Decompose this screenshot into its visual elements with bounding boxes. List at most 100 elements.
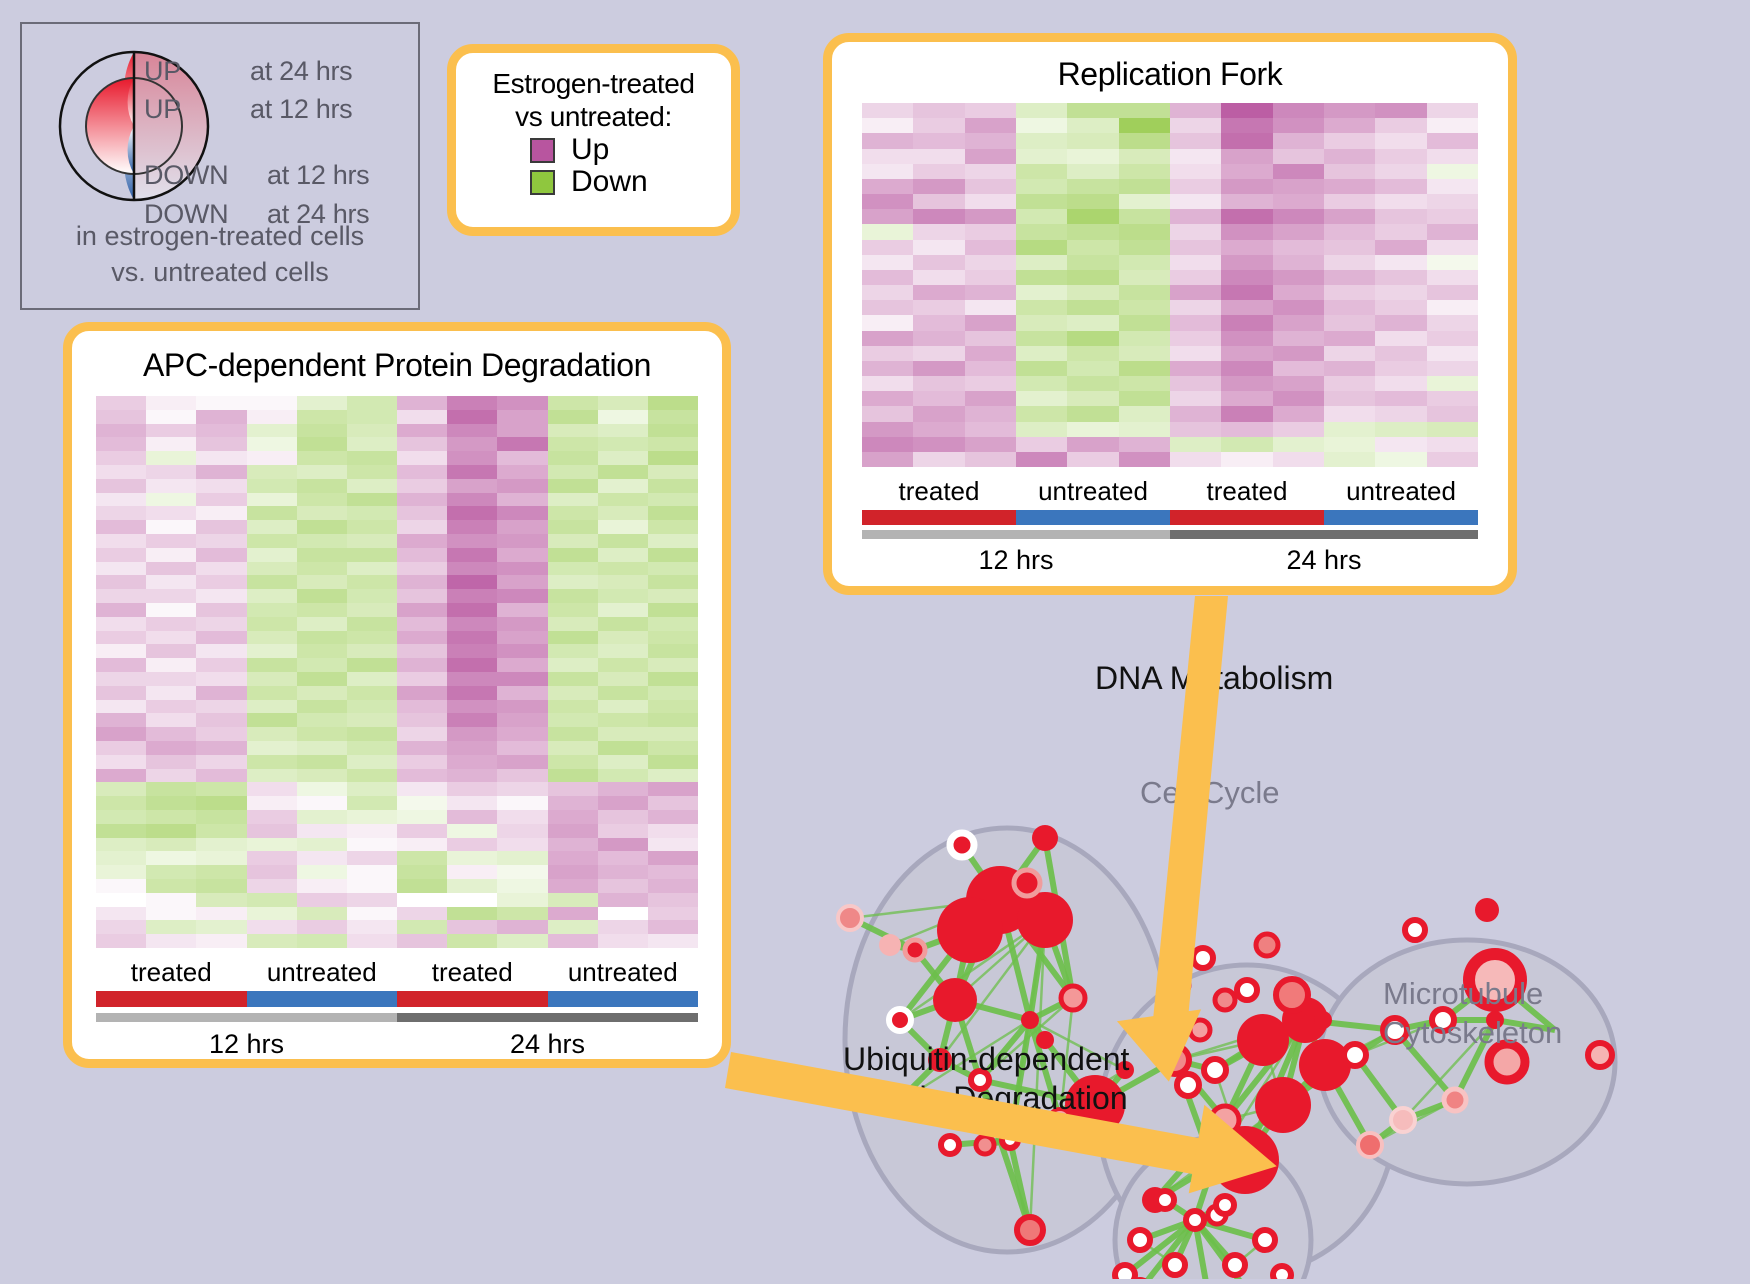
heatmap-cell [146,685,197,700]
heatmap-cell [296,713,347,728]
heatmap-cell [296,796,347,810]
heatmap-cell [1323,103,1376,119]
heatmap-cell [1015,178,1068,194]
heatmap-cell [246,685,297,700]
heatmap-cell [647,575,698,590]
network-node [1585,1040,1615,1070]
heatmap-cell [1169,421,1222,437]
heatmap-cell [1272,285,1324,301]
heatmap-cell [1169,239,1222,255]
heatmap-cell [296,520,347,534]
legend-swatch-up [530,137,555,163]
heatmap-cell [146,851,197,866]
heatmap-cell [196,520,247,534]
heatmap-cell [296,589,347,603]
heatmap-cell [964,133,1016,149]
heatmap-cell [1221,209,1273,225]
network-node [1213,1193,1237,1217]
heatmap-cell [497,920,548,935]
heatmap-cell [597,547,648,562]
heatmap-cell [196,727,247,741]
network-node [1201,1056,1229,1084]
heatmap-cell [196,575,247,590]
network-node [902,937,928,963]
heatmap-cell [397,644,448,659]
heatmap-cell [196,906,247,921]
network-node [1253,931,1281,959]
heatmap-cell [296,423,347,438]
network-node [1314,1011,1332,1029]
heatmap-cell [96,672,147,686]
heatmap-cell [296,810,347,824]
heatmap-cell [1221,285,1273,301]
heatmap-cell [964,345,1016,361]
heatmap-cell [597,575,648,590]
heatmap-cell [1015,239,1068,255]
heatmap-cell [647,478,698,493]
heatmap-cell [964,285,1016,301]
heatmap-cell [196,465,247,479]
heatmap-cell [447,754,498,769]
heatmap-cell [547,520,598,534]
heatmap-cell [246,768,297,783]
heatmap-cell [547,575,598,590]
heatmap-cell [547,837,598,852]
heatmap-cell [1015,209,1068,225]
heatmap-cell [196,492,247,507]
network-node [1429,1006,1457,1034]
heatmap-cell [146,616,197,631]
network-node [836,904,864,932]
heatmap-cell [597,920,648,935]
heatmap-cell [647,506,698,521]
heatmap-cell [1067,436,1119,452]
condition-bar-untreated [1016,510,1170,525]
heatmap-cell [1323,148,1376,164]
heatmap-cell [547,409,598,424]
heatmap-cell [447,699,498,714]
heatmap-cell [1323,300,1376,316]
heatmap-cell [146,906,197,921]
heatmap-cell [497,616,548,631]
heatmap-cell [1169,254,1222,270]
heatmap-cell [547,589,598,603]
legend-label-down: Down [571,165,648,199]
heatmap-cell [1426,118,1478,134]
heatmap-cell [497,699,548,714]
heatmap-cell [146,768,197,783]
heatmap-cell [397,713,448,728]
heatmap-cell [96,506,147,521]
heatmap-cell [447,865,498,879]
heatmap-cell [1221,451,1273,467]
heatmap-cell [547,506,598,521]
heatmap-cell [346,575,397,590]
network-node [1014,1214,1046,1246]
heatmap-cell [1169,376,1222,392]
heatmap-cell [597,892,648,907]
network-node [1380,1015,1410,1045]
heatmap-cell [497,423,548,438]
heatmap-cell [146,865,197,879]
heatmap-cell [1375,285,1427,301]
heatmap-cell [497,396,548,410]
heatmap-cell [1323,406,1376,422]
heatmap-cell [597,906,648,921]
time-color-bar-replication-fork [862,530,1478,539]
heatmap-cell [1118,209,1170,225]
heatmap-cell [1067,239,1119,255]
heatmap-cell [397,465,448,479]
heatmap-cell [547,892,598,907]
heatmap-cell [1426,148,1478,164]
network-node [1021,1011,1039,1029]
heatmap-cell [547,727,598,741]
heatmap-cell [547,492,598,507]
heatmap-cell [397,451,448,465]
heatmap-cell [913,451,965,467]
heatmap-cell [1426,451,1478,467]
heatmap-cell [497,741,548,755]
heatmap-cell [547,603,598,617]
time-labels-apc: 12 hrs 24 hrs [96,1029,698,1060]
heatmap-cell [447,741,498,755]
heatmap-cell [346,492,397,507]
heatmap-cell [647,685,698,700]
cluster-label-ubiquitin-line1: Ubiquitin-dependent [843,1041,1130,1077]
